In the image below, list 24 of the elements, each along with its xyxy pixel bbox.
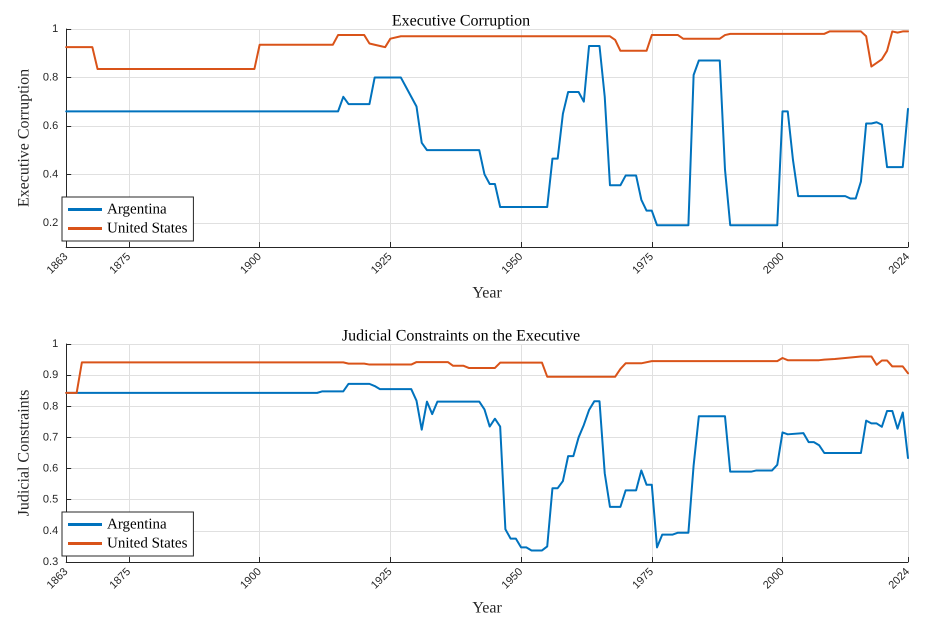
x-axis-title: Year — [472, 600, 503, 616]
y-tick-label: 0.8 — [42, 400, 58, 412]
legend-label: United States — [107, 536, 188, 552]
y-tick-label: 0.7 — [42, 431, 58, 444]
y-tick-label: 0.2 — [42, 216, 58, 229]
y-tick-label: 0.6 — [42, 120, 58, 132]
y-axis-title: Judicial Constraints — [16, 390, 32, 516]
y-tick-label: 0.8 — [42, 71, 58, 84]
y-tick-label: 0.4 — [42, 524, 58, 537]
x-axis-title: Year — [472, 284, 503, 302]
y-axis-title: Executive Corruption — [16, 68, 32, 208]
y-tick-label: 0.3 — [42, 556, 58, 568]
y-tick-label: 0.6 — [42, 462, 58, 475]
y-tick-label: 0.9 — [42, 369, 58, 382]
chart-title: Executive Corruption — [392, 12, 530, 30]
y-tick-label: 1 — [52, 338, 58, 350]
legend-label: United States — [107, 220, 188, 236]
y-tick-label: 0.4 — [42, 168, 58, 180]
y-tick-label: 1 — [52, 23, 58, 35]
legend-label: Argentina — [107, 202, 168, 218]
legend-label: Argentina — [107, 516, 168, 532]
line-series — [65, 355, 909, 394]
chart-title: Judicial Constraints on the Executive — [342, 328, 580, 344]
y-tick-label: 0.5 — [42, 494, 58, 506]
